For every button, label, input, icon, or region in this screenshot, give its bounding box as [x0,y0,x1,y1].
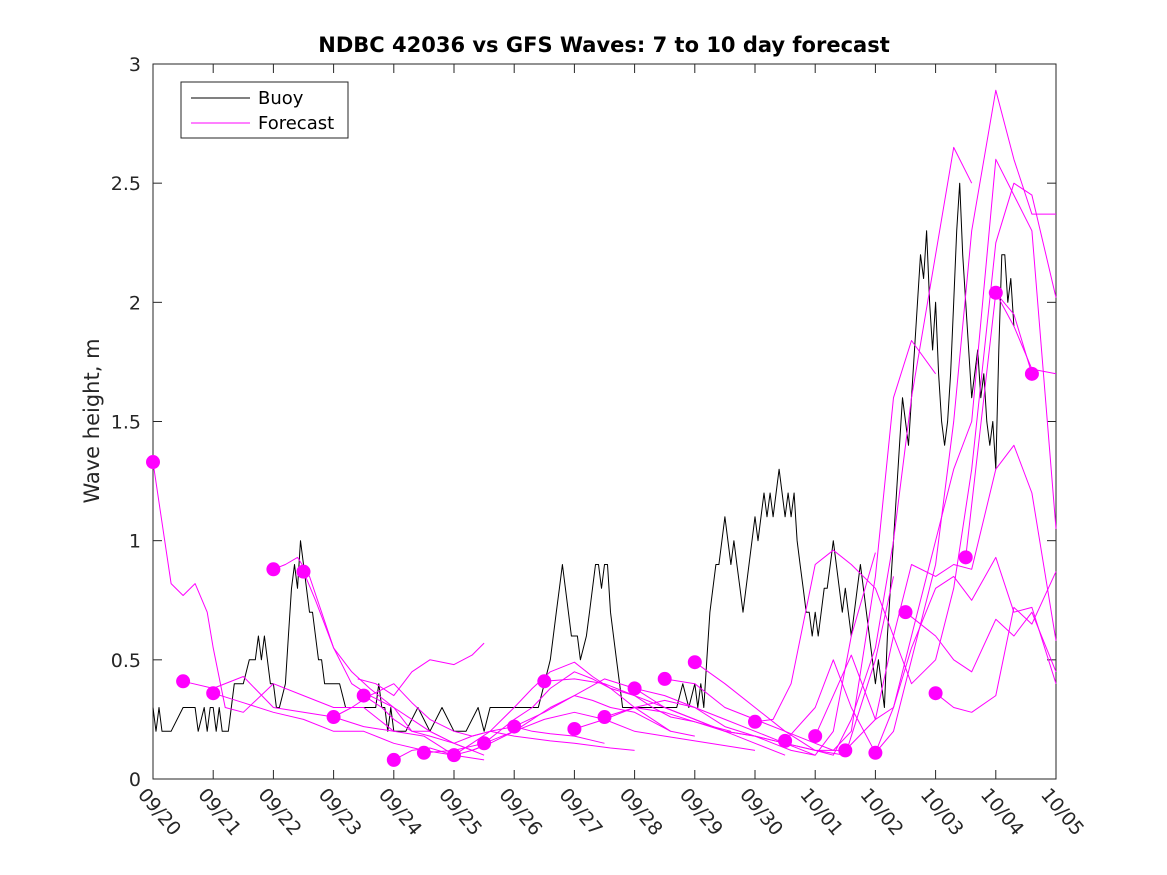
series-line-forecast [483,711,756,751]
series-line-forecast [905,611,1057,673]
forecast-point [447,748,461,763]
forecast-point [597,710,612,725]
series-line-forecast [664,340,937,751]
forecast-point [808,729,823,744]
series-line-forecast [513,678,786,756]
legend-label-buoy: Buoy [258,88,304,109]
legend-box [180,81,349,139]
forecast-point [838,743,853,758]
series-line-forecast [844,444,1057,751]
forecast-point [206,686,221,701]
series-line-buoy [152,182,1015,732]
forecast-point [1024,366,1039,381]
y-tick-label: 2 [129,292,141,314]
y-tick-label: 3 [129,54,141,76]
y-tick-label: 2.5 [111,173,141,195]
series-line-forecast [213,692,485,761]
legend-label-forecast: Forecast [258,113,334,134]
y-tick-label: 1.5 [111,412,141,434]
y-tick-label: 0.5 [111,650,141,672]
forecast-point [266,562,281,577]
series-line-forecast [152,461,395,732]
forecast-point [326,710,341,725]
forecast-point [176,674,191,689]
y-tick-label: 0 [129,769,141,791]
series-line-forecast [333,683,605,744]
y-axis-label: Wave height, m [80,338,104,503]
y-tick-label: 1 [129,531,141,553]
forecast-point [507,719,522,734]
series-line-forecast [182,676,455,756]
forecast-point [928,686,943,701]
series-line-forecast [634,552,876,756]
forecast-point [868,745,883,760]
series-line-forecast [357,642,485,697]
legend: Buoy Forecast [180,81,349,139]
series-line-forecast [784,89,1056,754]
series-line-forecast [995,292,1033,374]
series-line-forecast [694,146,973,756]
series-line-forecast [814,158,1057,737]
forecast-point [296,564,311,579]
series-line-forecast [754,182,1057,723]
forecast-point [657,671,672,686]
forecast-point [687,655,702,670]
forecast-point [537,674,552,689]
forecast-point [898,605,913,620]
forecast-point [416,745,431,760]
forecast-point [477,736,492,751]
forecast-point [146,455,160,470]
forecast-point [748,714,762,729]
forecast-point [778,733,793,748]
forecast-point [988,285,1003,300]
series-line-forecast [303,571,485,756]
forecast-point [958,550,973,565]
series-line-forecast [935,571,1057,713]
series-line-forecast [965,292,1057,558]
forecast-point [356,688,371,703]
chart-title: NDBC 42036 vs GFS Waves: 7 to 10 day for… [318,33,889,57]
forecast-point [627,681,642,696]
forecast-point [386,752,401,767]
series-line-forecast [453,661,732,756]
series-line-forecast [874,556,1057,753]
forecast-point [567,721,582,736]
